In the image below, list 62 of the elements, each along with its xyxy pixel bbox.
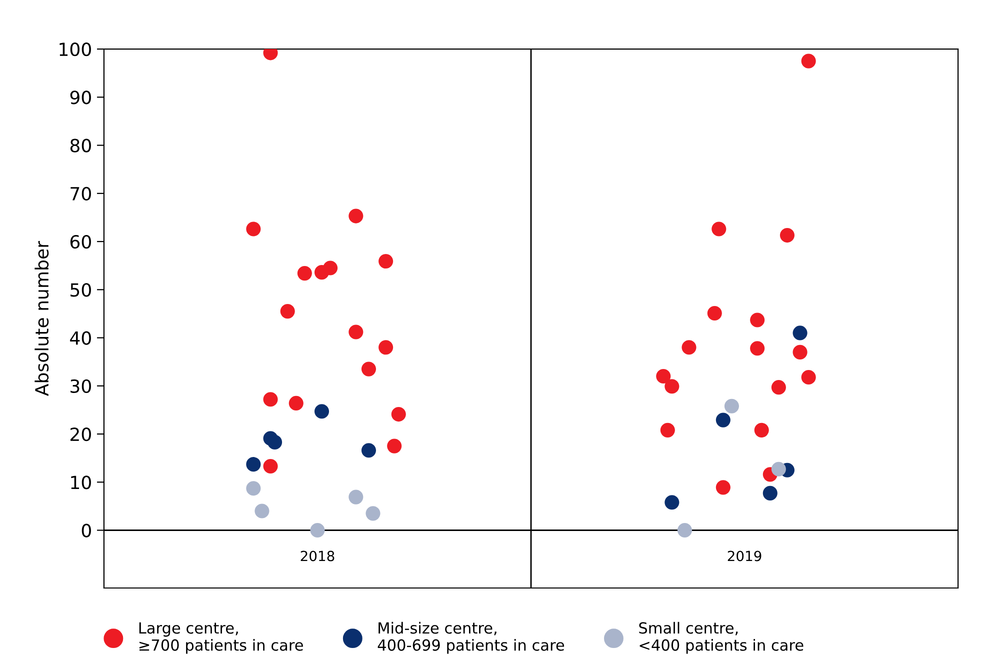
point xyxy=(716,412,730,428)
point xyxy=(750,312,765,328)
point xyxy=(348,208,364,224)
point xyxy=(280,304,295,319)
point xyxy=(677,522,692,538)
point xyxy=(297,266,312,281)
point xyxy=(348,324,364,340)
point xyxy=(246,481,261,496)
x-tick-label: 2018 xyxy=(300,550,334,562)
point xyxy=(246,222,261,236)
point xyxy=(366,506,380,521)
point xyxy=(801,54,816,68)
point xyxy=(314,404,330,419)
y-tick-label: 100 xyxy=(60,42,91,56)
point xyxy=(664,495,680,510)
y-tick-label: 80 xyxy=(70,138,91,152)
legend-label: Large centre, ≥700 patients in care xyxy=(139,622,303,654)
x-tick-label: 2019 xyxy=(728,550,762,562)
point xyxy=(754,422,769,438)
point xyxy=(263,392,278,407)
point xyxy=(268,434,282,450)
point xyxy=(712,222,726,236)
point xyxy=(750,341,765,356)
y-tick-label: 70 xyxy=(70,186,91,201)
point xyxy=(762,486,778,500)
point xyxy=(391,407,406,422)
point xyxy=(771,380,786,395)
point xyxy=(707,306,722,321)
y-tick-label: 50 xyxy=(70,283,91,297)
y-axis-title: Absolute number xyxy=(34,240,49,396)
legend-label: Mid-size centre, 400-699 patients in care xyxy=(378,622,564,654)
y-tick-label: 60 xyxy=(70,234,91,249)
y-tick-label: 20 xyxy=(70,427,91,442)
point xyxy=(323,260,338,276)
y-tick-label: 0 xyxy=(82,524,91,538)
point xyxy=(716,480,730,495)
point xyxy=(288,396,304,411)
point xyxy=(792,344,808,360)
point xyxy=(361,362,376,376)
point xyxy=(780,228,795,243)
point xyxy=(254,504,270,518)
point xyxy=(263,458,278,474)
y-tick-label: 90 xyxy=(70,90,91,104)
legend-label: Small centre, <400 patients in care xyxy=(639,622,804,654)
point xyxy=(246,457,261,472)
point xyxy=(656,368,671,384)
point xyxy=(660,422,675,438)
point xyxy=(792,326,808,340)
point xyxy=(682,340,696,355)
point xyxy=(378,340,394,355)
point xyxy=(664,379,680,394)
y-tick-label: 10 xyxy=(71,476,91,490)
y-tick-label: 30 xyxy=(70,379,91,394)
point xyxy=(310,522,325,538)
point xyxy=(361,443,376,458)
y-tick-label: 40 xyxy=(70,331,91,345)
point xyxy=(378,254,394,269)
point xyxy=(387,438,402,454)
point xyxy=(801,370,816,385)
point xyxy=(771,462,786,476)
point xyxy=(724,398,739,414)
point xyxy=(348,490,364,504)
